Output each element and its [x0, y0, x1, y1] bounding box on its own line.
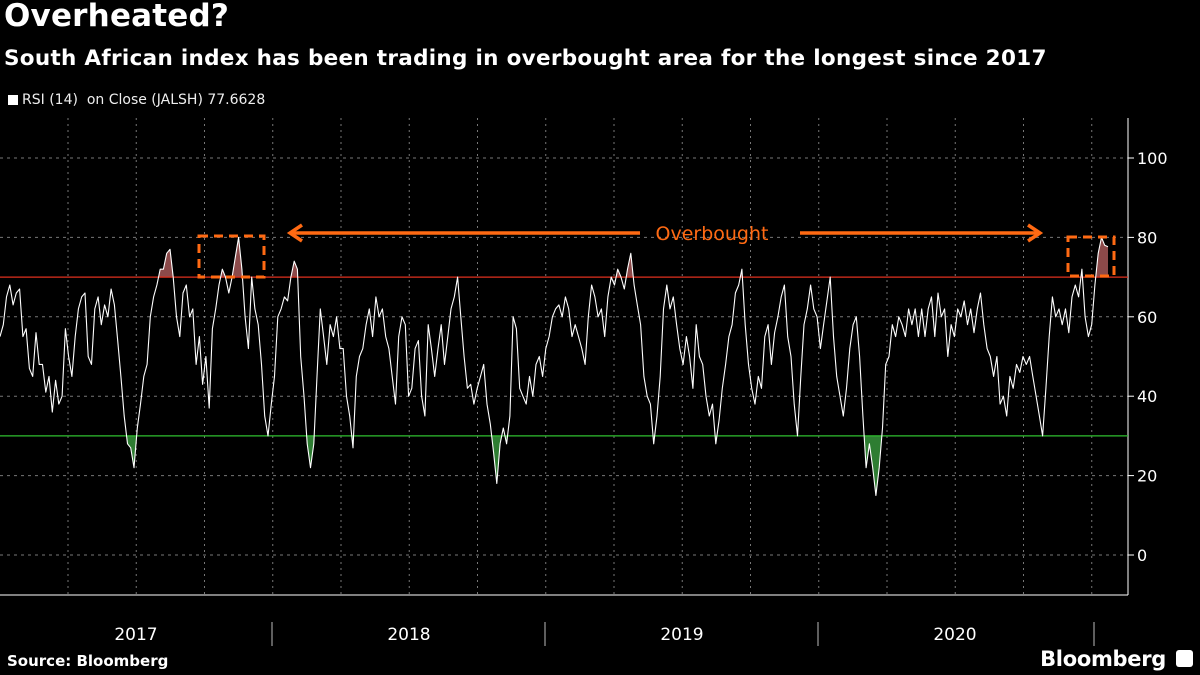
overbought-box-2017 — [197, 234, 266, 279]
bloomberg-chart-icon — [1176, 650, 1193, 667]
x-tick-label: 2017 — [114, 625, 157, 645]
y-tick-label: 100 — [1137, 149, 1168, 168]
legend: RSI (14) on Close (JALSH) 77.6628 — [8, 92, 265, 108]
overbought-annotation: Overbought — [656, 223, 769, 245]
y-tick-label: 0 — [1137, 546, 1147, 565]
y-tick-label: 60 — [1137, 308, 1157, 327]
arrow-left-head — [286, 223, 303, 243]
source-note: Source: Bloomberg — [7, 652, 169, 670]
rsi-series-line — [0, 236, 1109, 496]
overbought-fill — [0, 237, 1108, 278]
y-tick-label: 40 — [1137, 387, 1157, 406]
y-tick-label: 20 — [1137, 467, 1157, 486]
legend-label: RSI (14) on Close (JALSH) 77.6628 — [22, 92, 266, 108]
overbought-box-2020 — [1066, 235, 1116, 278]
x-tick-label: 2019 — [660, 625, 703, 645]
chart-title: Overheated? — [4, 0, 230, 34]
arrow-right-head — [1027, 223, 1044, 243]
x-tick-label: 2020 — [933, 625, 976, 645]
chart-subtitle: South African index has been trading in … — [4, 46, 1047, 71]
x-tick-label: 2018 — [387, 625, 430, 645]
y-tick-label: 80 — [1137, 228, 1157, 247]
bloomberg-logo: Bloomberg — [1040, 647, 1166, 671]
legend-swatch — [8, 95, 18, 105]
